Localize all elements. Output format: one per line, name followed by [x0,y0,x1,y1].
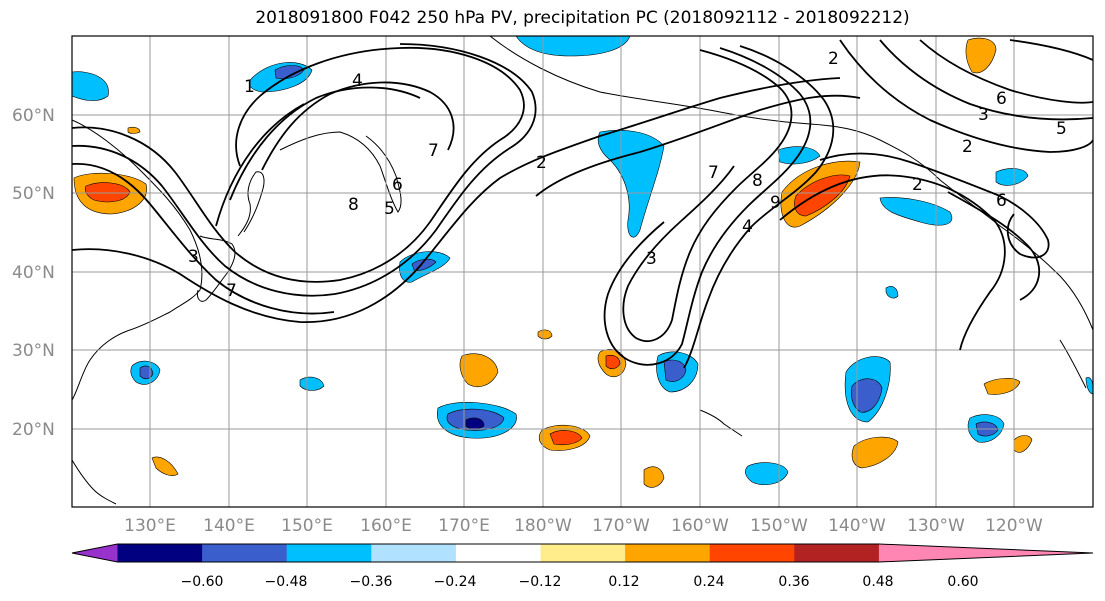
contour-label: 3 [978,105,989,125]
contour-label: 4 [352,71,363,91]
colorbar-segment [709,544,795,562]
lat-label: 40°N [12,263,55,283]
contour-label: 7 [226,281,237,301]
lon-label: 160°W [671,516,729,536]
colorbar-segment [540,544,626,562]
contour-label: 4 [742,217,753,237]
positive-anomaly [537,329,553,340]
contour-label: 5 [1056,119,1067,139]
contour-label: 6 [996,89,1007,109]
colorbar-tick-labels: −0.60 −0.48 −0.36 −0.24 −0.12 0.12 0.24 … [181,574,979,590]
colorbar-tick-label: −0.60 [181,574,224,590]
lat-label: 30°N [12,341,55,361]
lon-label: 180°W [514,516,572,536]
colorbar-tick-label: −0.36 [350,574,393,590]
lon-label: 170°E [438,516,490,536]
colorbar-outline [71,543,1094,563]
graticule [72,36,1093,507]
contour-label: 8 [752,171,763,191]
lat-label: 20°N [12,420,55,440]
contour-label: 2 [962,137,973,157]
colorbar-tick-label: −0.24 [434,574,477,590]
colorbar-segment [794,544,880,562]
longitude-labels: 130°E 140°E 150°E 160°E 170°E 180°W 170°… [124,516,1043,536]
negative-anomaly [745,462,789,485]
map-frame [71,35,1094,508]
lon-label: 120°W [985,516,1043,536]
negative-anomaly [663,359,687,382]
negative-anomaly [465,417,485,430]
negative-anomaly [885,286,899,299]
lat-label: 60°N [12,106,55,126]
lon-label: 150°E [281,516,333,536]
colorbar-tick-label: 0.48 [862,574,893,590]
positive-anomaly [643,466,665,488]
lon-label: 140°E [203,516,255,536]
map-title: 2018091800 F042 250 hPa PV, precipitatio… [255,8,910,28]
contour-label: 2 [536,153,547,173]
colorbar-tick-label: −0.12 [519,574,562,590]
contour-label: 7 [708,163,719,183]
colorbar-extension-min [72,544,118,562]
contour-label: 6 [996,191,1007,211]
colorbar-segment [117,544,203,562]
lon-label: 150°W [750,516,808,536]
contour-label: 2 [912,175,923,195]
negative-anomaly [879,197,953,226]
colorbar-segment [202,544,288,562]
positive-anomaly [1013,435,1033,453]
colorbar [71,543,1094,563]
colorbar-extension-max [878,544,1093,562]
coastlines [72,36,1093,505]
negative-anomaly [299,376,325,391]
contour-label: 7 [428,141,439,161]
positive-anomaly [605,354,621,370]
negative-anomaly [72,71,109,101]
lat-label: 50°N [12,184,55,204]
lon-label: 130°W [907,516,965,536]
positive-anomaly [549,430,583,446]
negative-anomaly [1085,377,1093,395]
colorbar-tick-label: 0.12 [608,574,639,590]
contour-label: 3 [188,247,199,267]
colorbar-segment [371,544,457,562]
contour-label: 1 [244,77,255,97]
pv-contour-labels: 4 7 1 8 5 6 3 7 2 2 7 8 4 3 2 5 6 3 2 6 … [188,49,1067,301]
lon-label: 140°W [828,516,886,536]
negative-anomaly [515,36,631,57]
contour-label: 5 [384,199,395,219]
negative-anomaly [850,378,883,413]
lon-label: 170°W [592,516,650,536]
positive-anomaly [983,378,1021,395]
colorbar-tick-label: 0.60 [947,574,978,590]
colorbar-segment [455,544,541,562]
contour-label: 9 [770,193,781,213]
lon-label: 130°E [124,516,176,536]
pv-contours [72,39,1093,369]
colorbar-segment [625,544,711,562]
contour-label: 3 [646,249,657,269]
colorbar-tick-label: 0.24 [693,574,724,590]
positive-anomaly [151,456,179,476]
colorbar-segment [286,544,372,562]
positive-anomaly [459,353,499,387]
contour-label: 2 [828,49,839,69]
positive-anomaly [965,37,997,74]
positive-anomaly [127,126,141,134]
contour-label: 8 [348,195,359,215]
negative-anomaly [274,65,305,80]
negative-anomaly [995,168,1029,186]
contour-label: 6 [392,175,403,195]
lon-label: 160°E [360,516,412,536]
colorbar-tick-label: −0.48 [265,574,308,590]
latitude-labels: 60°N 50°N 40°N 30°N 20°N [12,106,55,440]
positive-anomaly [851,436,899,469]
colorbar-tick-label: 0.36 [778,574,809,590]
